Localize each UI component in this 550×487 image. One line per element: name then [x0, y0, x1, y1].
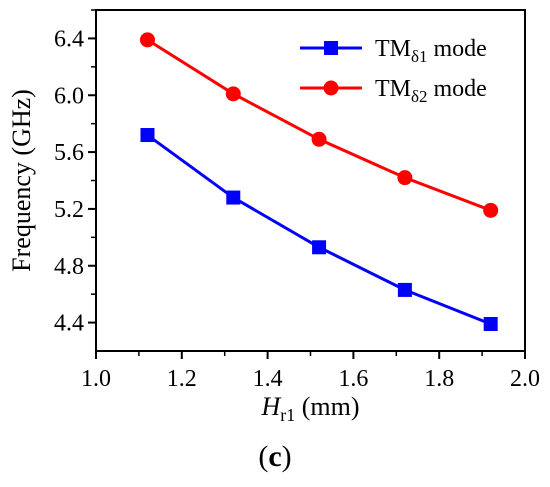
legend-marker-2: [323, 80, 339, 96]
plot-area: 1.0 1.2 1.4 1.6 1.8 2.0 4.4 4.8 5.2 5.6 6.0 6.4 Freq…: [7, 9, 540, 425]
legend-label-1: TMδ1 mode: [375, 36, 487, 66]
y-tick-label-1: 4.8: [54, 254, 84, 280]
legend-label-2-base: TM: [375, 76, 411, 102]
legend-label-1-sub: δ1: [411, 47, 428, 66]
y-axis-title: Frequency (GHz): [7, 89, 36, 272]
x-tick-label-1: 1.2: [167, 366, 197, 392]
series-2-point-4: [483, 202, 499, 218]
x-tick-label-0: 1.0: [81, 366, 111, 392]
x-tick-label-2: 1.4: [253, 366, 283, 392]
legend-label-1-suffix: mode: [428, 36, 487, 62]
x-axis-title-main: H: [260, 392, 281, 421]
legend-label-1-base: TM: [375, 36, 411, 62]
y-tick-label-2: 5.2: [54, 197, 84, 223]
legend-label-2: TMδ2 mode: [375, 76, 487, 106]
series-1-point-0: [140, 128, 155, 143]
series-2-point-1: [225, 86, 241, 102]
x-tick-label-5: 2.0: [510, 366, 540, 392]
series-1-point-2: [312, 240, 327, 255]
y-tick-label-5: 6.4: [54, 26, 84, 52]
y-tick-label-0: 4.4: [54, 311, 84, 337]
legend-label-2-suffix: mode: [428, 76, 487, 102]
series-1-point-3: [397, 282, 412, 297]
series-line-2: [146, 38, 492, 212]
x-axis-title-sub: r1: [280, 405, 295, 425]
panel-label: (c): [0, 440, 550, 474]
x-axis-title-unit: (mm): [295, 392, 359, 421]
panel-label-open: (: [258, 440, 269, 473]
chart: 1.0 1.2 1.4 1.6 1.8 2.0 4.4 4.8 5.2 5.6 6.0 6.4 Freq…: [7, 9, 540, 425]
panel-label-letter: c: [268, 440, 282, 473]
panel-label-close: ): [281, 440, 292, 473]
y-tick-label-4: 6.0: [54, 83, 84, 109]
series-1-point-4: [483, 317, 498, 332]
series-2-point-2: [311, 131, 327, 147]
series-1-point-1: [226, 190, 241, 205]
x-tick-label-3: 1.6: [338, 366, 368, 392]
series-2-point-3: [397, 170, 413, 186]
legend-label-2-sub: δ2: [411, 87, 428, 106]
x-axis-title: Hr1 (mm): [260, 392, 359, 425]
legend-marker-1: [324, 41, 338, 55]
series-2-point-0: [139, 32, 155, 48]
y-tick-label-3: 5.6: [54, 140, 84, 166]
x-tick-label-4: 1.8: [424, 366, 454, 392]
series-line-1: [146, 133, 492, 326]
